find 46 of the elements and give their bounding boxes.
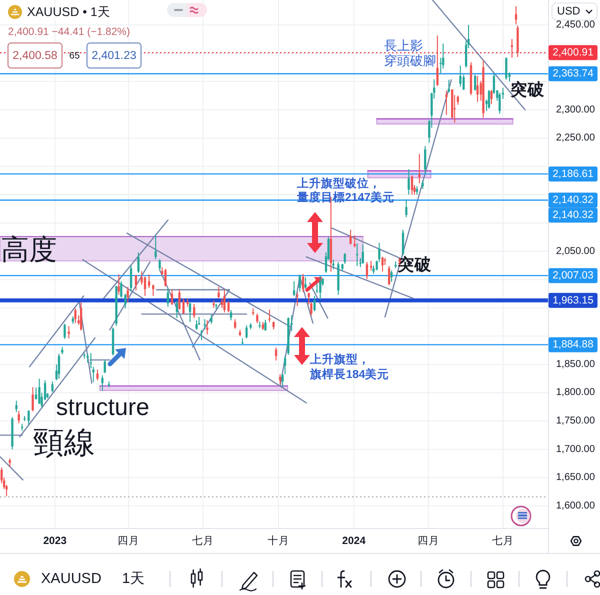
price-tag: 2,007.03 bbox=[548, 268, 598, 284]
ref-line-label: 2,186.61 bbox=[552, 168, 594, 180]
y-tick-label: 1,800.00 bbox=[556, 387, 596, 398]
toolbar: XAUUSD 1天 bbox=[41, 570, 568, 588]
y-tick-label: 2,050.00 bbox=[556, 246, 596, 257]
text: 2,400.91 −44.41 (−1.82%) bbox=[8, 26, 130, 38]
ref-line-label: 1,963.15 bbox=[552, 294, 594, 306]
y-tick-label: 2,450.00 bbox=[556, 19, 596, 30]
annotation: 65 bbox=[69, 50, 80, 62]
x-tick-label: 七月 bbox=[492, 534, 514, 547]
y-tick-label: 1,850.00 bbox=[556, 358, 596, 370]
x-tick-label: 四月 bbox=[417, 535, 440, 547]
annotation: 頸線 bbox=[33, 424, 95, 460]
price-tag: 1,963.15 bbox=[548, 292, 598, 308]
annotation: 2,401.23 bbox=[92, 50, 136, 62]
y-tick-label: 1,700.00 bbox=[556, 444, 596, 455]
ref-line-label: 2,363.74 bbox=[552, 68, 594, 80]
x-tick-label: 2023 bbox=[43, 535, 67, 547]
annotation: structure bbox=[56, 394, 150, 420]
price-tag: 2,140.32 bbox=[548, 208, 598, 223]
y-tick-label: 2,300.00 bbox=[556, 104, 596, 116]
price-tag: 2,186.61 bbox=[548, 166, 598, 182]
x-tick-label: 七月 bbox=[192, 534, 214, 547]
ref-line-label: 2,400.91 bbox=[552, 46, 594, 59]
x-tick-label: 四月 bbox=[118, 535, 140, 547]
ref-line-label: 2,007.03 bbox=[552, 270, 594, 282]
ref-line-label: 2,140.32 bbox=[552, 194, 594, 206]
text: USD bbox=[557, 6, 580, 18]
x-tick-label: 2024 bbox=[342, 535, 366, 547]
annotation: 高度 bbox=[0, 234, 57, 265]
y-tick-label: 1,650.00 bbox=[556, 472, 596, 484]
chart-title: XAUUSD • 1天 bbox=[27, 5, 110, 19]
price-tag: 2,140.32 bbox=[548, 192, 598, 208]
annotation: 2,400.58 bbox=[12, 50, 58, 62]
price-tag: 2,400.91 bbox=[548, 45, 598, 60]
x-tick-label: 十月 bbox=[268, 534, 290, 547]
annotation: 上升旗型，旗桿長184美元 bbox=[309, 352, 390, 381]
annotation: 穿頭破腳 bbox=[384, 52, 436, 68]
annotation: 突破 bbox=[509, 80, 546, 99]
y-tick-label: 2,250.00 bbox=[556, 132, 596, 144]
y-tick-label: 1,600.00 bbox=[556, 500, 596, 512]
ref-line-label: 1,884.88 bbox=[552, 338, 594, 351]
y-tick-label: 1,750.00 bbox=[556, 416, 596, 427]
price-tag: 2,363.74 bbox=[548, 66, 598, 82]
price-tag: 1,884.88 bbox=[548, 337, 598, 352]
annotation: 長上影 bbox=[384, 38, 423, 52]
